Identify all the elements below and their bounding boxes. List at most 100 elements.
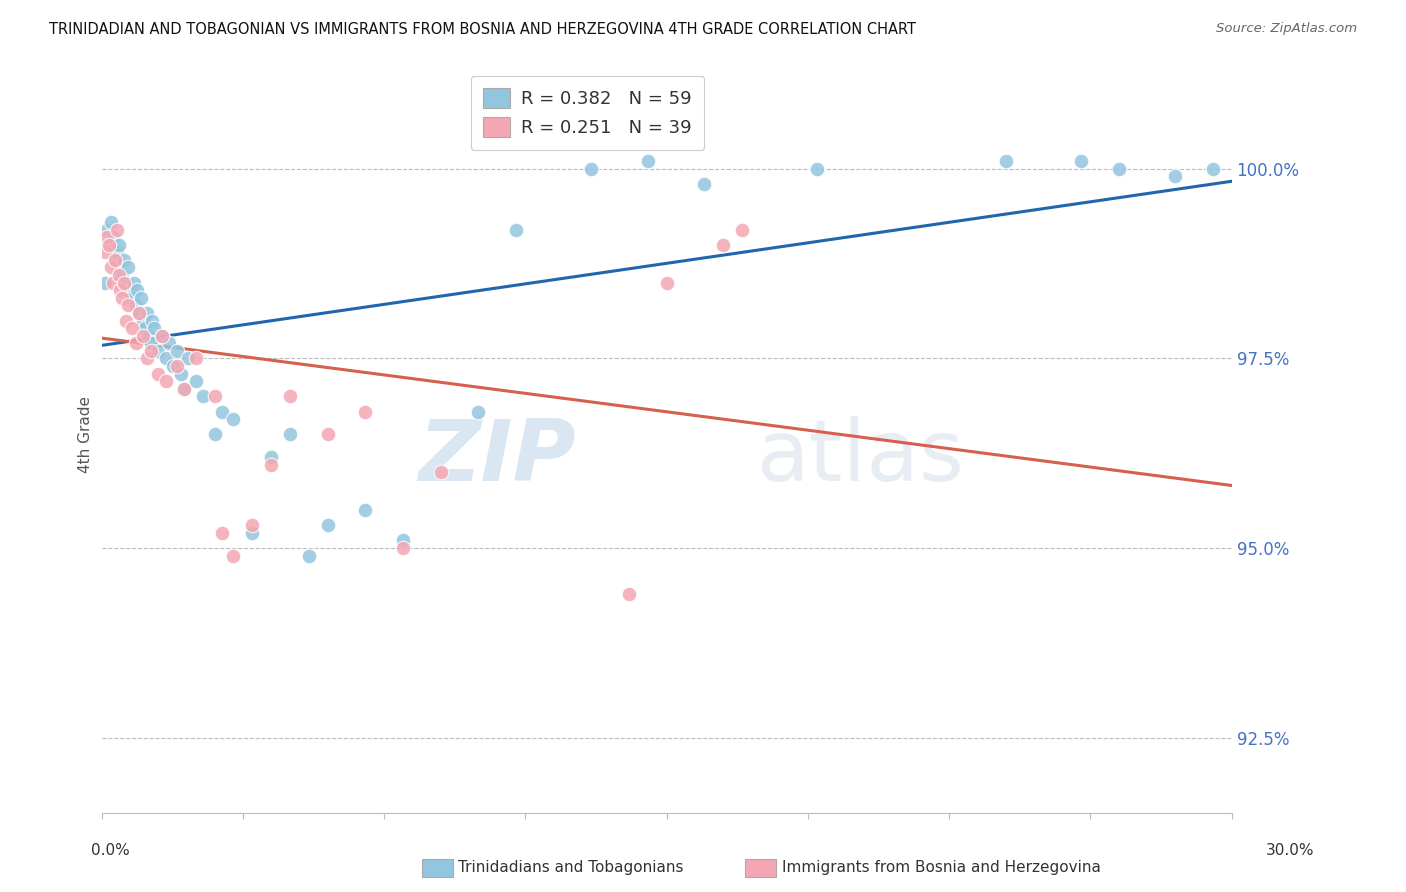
Point xyxy=(128,306,150,320)
Point xyxy=(128,306,150,320)
Point xyxy=(94,276,117,290)
Point xyxy=(155,351,177,366)
Point xyxy=(806,161,828,176)
Point xyxy=(146,343,169,358)
Point xyxy=(173,382,195,396)
Point xyxy=(143,321,166,335)
Point xyxy=(429,465,451,479)
Point xyxy=(129,291,152,305)
Point xyxy=(211,525,233,540)
Point xyxy=(121,291,143,305)
Point xyxy=(155,374,177,388)
Text: atlas: atlas xyxy=(756,416,965,499)
Point xyxy=(211,404,233,418)
Point xyxy=(115,313,138,327)
Point xyxy=(115,276,138,290)
Point xyxy=(316,518,339,533)
Point xyxy=(222,549,245,563)
Point xyxy=(141,313,163,327)
Point xyxy=(505,222,527,236)
Point xyxy=(121,321,143,335)
Point xyxy=(184,351,207,366)
Point xyxy=(110,260,132,275)
Text: Trinidadians and Tobagonians: Trinidadians and Tobagonians xyxy=(458,861,683,875)
Point xyxy=(124,336,146,351)
Text: 30.0%: 30.0% xyxy=(1267,843,1315,858)
Point xyxy=(162,359,184,373)
Text: 0.0%: 0.0% xyxy=(91,843,131,858)
Point xyxy=(617,586,640,600)
Point xyxy=(240,525,263,540)
Point xyxy=(105,245,128,260)
Point xyxy=(204,427,226,442)
Point xyxy=(107,237,129,252)
Point xyxy=(166,359,188,373)
Point xyxy=(166,343,188,358)
Point xyxy=(124,298,146,312)
Point xyxy=(139,336,162,351)
Point xyxy=(104,252,127,267)
Point xyxy=(637,154,659,169)
Point xyxy=(222,412,245,426)
Point xyxy=(150,328,173,343)
Point xyxy=(392,541,415,555)
Point xyxy=(117,260,139,275)
Point xyxy=(150,328,173,343)
Point xyxy=(731,222,754,236)
Point xyxy=(104,252,127,267)
Point xyxy=(101,276,124,290)
Point xyxy=(139,343,162,358)
Point xyxy=(132,328,155,343)
Point xyxy=(138,328,160,343)
Text: TRINIDADIAN AND TOBAGONIAN VS IMMIGRANTS FROM BOSNIA AND HERZEGOVINA 4TH GRADE C: TRINIDADIAN AND TOBAGONIAN VS IMMIGRANTS… xyxy=(49,22,917,37)
Point xyxy=(1070,154,1092,169)
Point xyxy=(135,306,157,320)
Point xyxy=(240,518,263,533)
Point xyxy=(354,404,377,418)
Point xyxy=(94,245,117,260)
Point xyxy=(100,260,122,275)
Point xyxy=(98,237,121,252)
Point xyxy=(184,374,207,388)
Point xyxy=(100,215,122,229)
Point xyxy=(112,276,135,290)
Point xyxy=(316,427,339,442)
Legend: R = 0.382   N = 59, R = 0.251   N = 39: R = 0.382 N = 59, R = 0.251 N = 39 xyxy=(471,76,704,150)
Point xyxy=(994,154,1017,169)
Point xyxy=(173,382,195,396)
Point xyxy=(96,222,118,236)
Point xyxy=(1108,161,1130,176)
Text: Source: ZipAtlas.com: Source: ZipAtlas.com xyxy=(1216,22,1357,36)
Point xyxy=(278,427,301,442)
Point xyxy=(278,389,301,403)
Point xyxy=(98,237,121,252)
Text: Immigrants from Bosnia and Herzegovina: Immigrants from Bosnia and Herzegovina xyxy=(782,861,1101,875)
Point xyxy=(127,283,149,297)
Point xyxy=(146,367,169,381)
Point xyxy=(170,367,193,381)
Point xyxy=(132,313,155,327)
Point xyxy=(177,351,200,366)
Point xyxy=(157,336,180,351)
Text: ZIP: ZIP xyxy=(419,416,576,499)
Point xyxy=(354,503,377,517)
Point xyxy=(134,321,156,335)
Point xyxy=(135,351,157,366)
Point xyxy=(298,549,321,563)
Point xyxy=(711,237,734,252)
Point xyxy=(693,177,716,191)
Point xyxy=(204,389,226,403)
Point xyxy=(118,283,141,297)
Point xyxy=(105,222,128,236)
Point xyxy=(122,276,145,290)
Point xyxy=(1202,161,1225,176)
Point xyxy=(1164,169,1187,184)
Point xyxy=(581,161,603,176)
Point xyxy=(107,268,129,282)
Point xyxy=(112,252,135,267)
Y-axis label: 4th Grade: 4th Grade xyxy=(79,396,93,473)
Point xyxy=(111,268,134,282)
Point xyxy=(655,276,678,290)
Point xyxy=(260,450,283,464)
Point xyxy=(467,404,489,418)
